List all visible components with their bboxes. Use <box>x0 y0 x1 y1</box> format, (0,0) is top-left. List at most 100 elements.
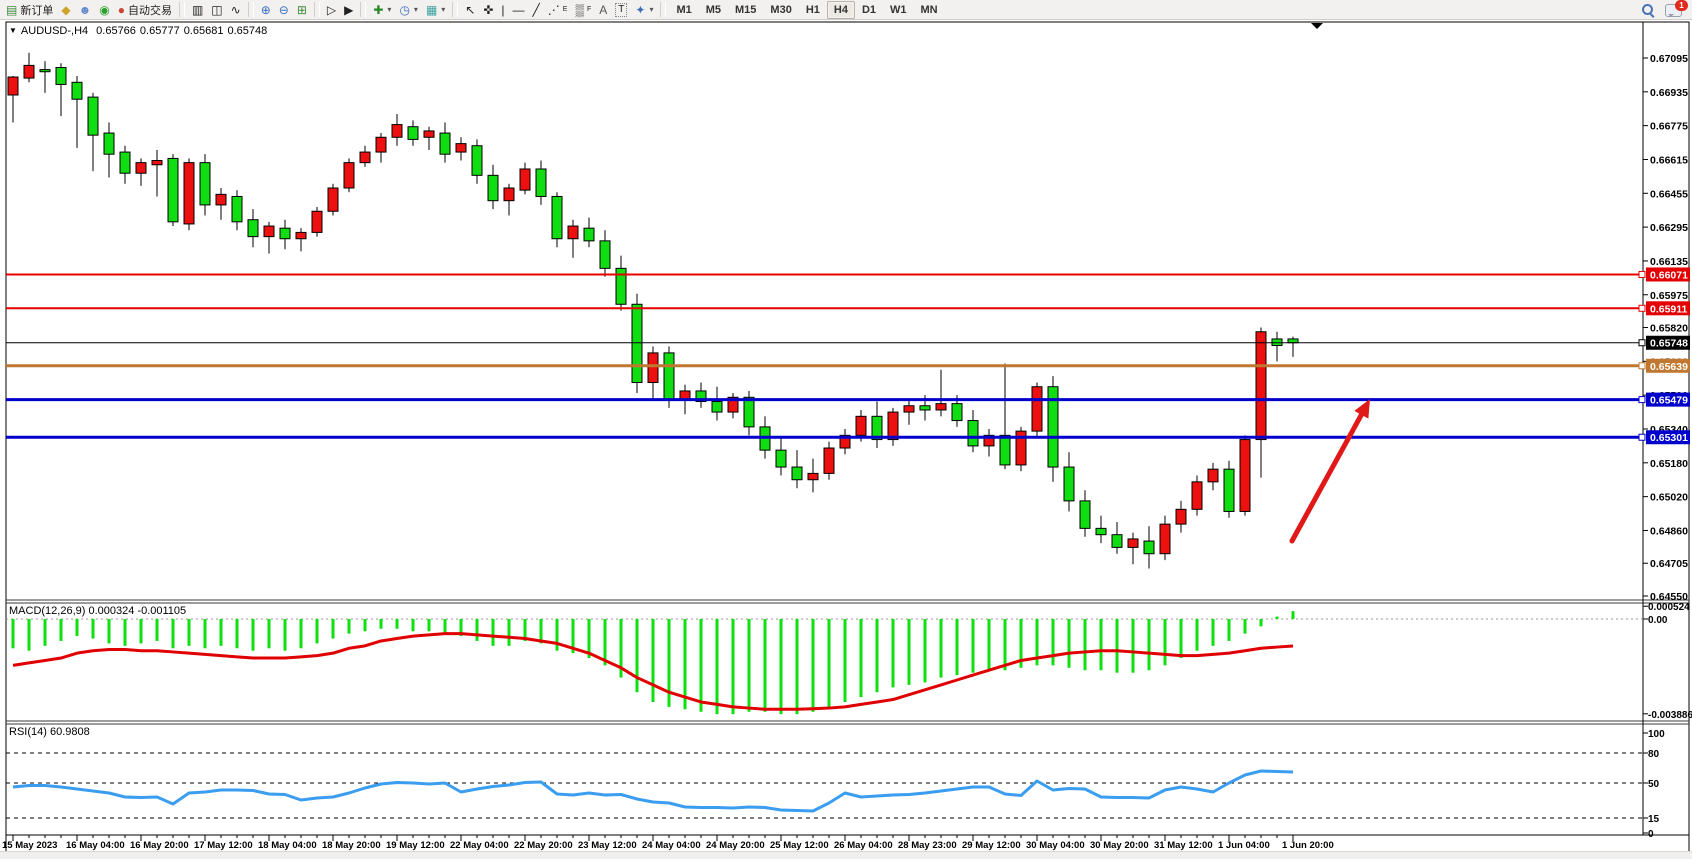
candle-body <box>1159 523 1171 555</box>
profile-button[interactable]: ☻ <box>75 1 96 18</box>
time-tick-label: 16 May 04:00 <box>66 840 125 851</box>
candle-body <box>183 162 195 225</box>
arrow-shaft[interactable] <box>1289 412 1364 544</box>
candle-body <box>1015 430 1027 466</box>
candle-body <box>279 227 291 240</box>
tab-m15[interactable]: M15 <box>735 3 757 16</box>
macd-name: MACD(12,26,9) <box>9 605 86 617</box>
candle-body <box>775 449 787 468</box>
time-tick-label: 15 May 2023 <box>2 840 57 851</box>
main-toolbar: ▤ 新订单 ◆ ☻ ◉ ● 自动交易 ▥ ◫ ∿ ⊕ ⊖ ⊞ ▷ ▶ ✚ ▾ ◷ ▾… <box>0 0 1692 20</box>
cursor-button[interactable]: ↖ <box>461 1 479 18</box>
candle-body <box>903 405 915 413</box>
time-tick-label: 31 May 12:00 <box>1154 840 1213 851</box>
candle-body <box>1223 468 1235 512</box>
tab-w1[interactable]: W1 <box>890 3 907 16</box>
time-tick-label: 19 May 12:00 <box>386 840 445 851</box>
candle-body <box>1095 527 1107 536</box>
candle-body <box>1191 481 1203 510</box>
candle-body <box>647 352 659 383</box>
symbol-dropdown-icon[interactable]: ▼ <box>9 26 17 35</box>
arrows-button[interactable]: ✦ ▾ <box>631 1 657 18</box>
rsi-indicator-label: RSI(14) 60.9808 <box>9 726 90 738</box>
trendline-icon: ╱ <box>532 2 540 17</box>
new-order-icon: ▤ <box>6 2 18 17</box>
candle-body <box>71 81 83 100</box>
time-axis[interactable]: 15 May 2023 16 May 04:00 16 May 20:00 17 Ma… <box>2 835 1334 851</box>
candle-body <box>855 415 867 436</box>
line-chart-button[interactable]: ∿ <box>227 1 245 18</box>
candle-body <box>823 447 835 474</box>
candle-body <box>711 401 723 413</box>
candle-body <box>1047 386 1059 468</box>
candle-body <box>1143 540 1155 555</box>
price-tick-label: 0.66295 <box>1650 222 1688 234</box>
macd-signal-value: -0.001105 <box>137 605 187 617</box>
price-badge-anchor <box>1638 396 1646 404</box>
signals-button[interactable]: ◉ <box>95 1 113 18</box>
text-label-button[interactable]: T <box>611 1 631 18</box>
arrange-button[interactable]: ▷ <box>323 1 340 18</box>
channel-button[interactable]: ▒ F <box>571 1 595 18</box>
chat-icon[interactable]: 1 <box>1665 0 1688 17</box>
price-tick-label: 0.66935 <box>1650 87 1688 99</box>
bar-chart-button[interactable]: ▥ <box>188 1 207 18</box>
tab-h4[interactable]: H4 <box>826 0 855 19</box>
chart-shift-triangle[interactable] <box>1311 23 1323 29</box>
candle-body <box>343 162 355 189</box>
chevron-down-icon: ▾ <box>413 5 418 14</box>
candle-body <box>951 403 963 422</box>
rsi-level-label: 100 <box>1648 729 1665 740</box>
rsi-name: RSI(14) <box>9 726 47 738</box>
candlestick-chart-button[interactable]: ◫ <box>207 1 226 18</box>
autotrade-button[interactable]: ● 自动交易 <box>114 1 176 18</box>
arrange-cascade-button[interactable]: ▶ <box>340 1 357 18</box>
line-chart-icon: ∿ <box>230 2 241 17</box>
vertical-line-icon: | <box>501 2 505 17</box>
tab-m5[interactable]: M5 <box>705 3 722 16</box>
price-badge-anchor <box>1638 362 1646 370</box>
price-axis[interactable]: 0.67095 0.66935 0.66775 0.66615 0.66455 0.662… <box>1638 53 1690 603</box>
text-button[interactable]: A <box>595 1 611 18</box>
styler-button[interactable]: ◆ <box>57 1 74 18</box>
fibonacci-button[interactable]: ⋰ E <box>544 1 572 18</box>
tab-m30[interactable]: M30 <box>770 3 792 16</box>
chart-title-bar[interactable]: ▼ AUDUSD-,H4 0.65766 0.65777 0.65681 0.65748 <box>9 25 271 37</box>
time-tick-label: 18 May 20:00 <box>322 840 381 851</box>
candle-body <box>327 187 339 212</box>
candle-body <box>151 160 163 166</box>
chart-canvas[interactable]: 0.67095 0.66935 0.66775 0.66615 0.66455 0.662… <box>0 20 1692 859</box>
tab-d1[interactable]: D1 <box>861 3 877 16</box>
tab-mn[interactable]: MN <box>920 3 938 16</box>
tab-h1[interactable]: H1 <box>805 3 820 16</box>
candle-body <box>983 434 995 447</box>
paint-bucket-icon: ◆ <box>61 2 71 17</box>
price-tick-label: 0.65820 <box>1650 323 1688 335</box>
candle-body <box>727 396 739 413</box>
trend-arrow-annotation[interactable] <box>1289 399 1370 544</box>
periods-button[interactable]: ◷ ▾ <box>395 1 422 18</box>
time-tick-label: 23 May 12:00 <box>578 840 637 851</box>
candle-body <box>247 219 259 238</box>
new-order-button[interactable]: ▤ 新订单 <box>2 1 57 18</box>
text-label-icon: T <box>615 2 628 17</box>
zoom-out-icon: ⊖ <box>278 2 289 17</box>
templates-button[interactable]: ▦ ▾ <box>422 1 449 18</box>
vertical-line-button[interactable]: | <box>497 1 508 18</box>
zoom-in-button[interactable]: ⊕ <box>257 1 275 18</box>
candle-body <box>551 195 563 240</box>
horizontal-line-button[interactable]: — <box>509 1 529 18</box>
price-tick-label: 0.66775 <box>1650 121 1688 133</box>
bar-chart-icon: ▥ <box>191 2 204 17</box>
tile-windows-button[interactable]: ⊞ <box>293 1 311 18</box>
zoom-out-button[interactable]: ⊖ <box>275 1 293 18</box>
tab-m1[interactable]: M1 <box>676 3 692 16</box>
template-icon: ▦ <box>425 2 438 17</box>
time-tick-label: 22 May 04:00 <box>450 840 509 851</box>
quote-high: 0.65777 <box>139 25 180 37</box>
trendline-button[interactable]: ╱ <box>529 1 544 18</box>
search-icon[interactable] <box>1641 3 1655 17</box>
crosshair-button[interactable]: ✜ <box>479 1 497 18</box>
time-tick-label: 29 May 12:00 <box>962 840 1021 851</box>
indicators-button[interactable]: ✚ ▾ <box>369 1 395 18</box>
